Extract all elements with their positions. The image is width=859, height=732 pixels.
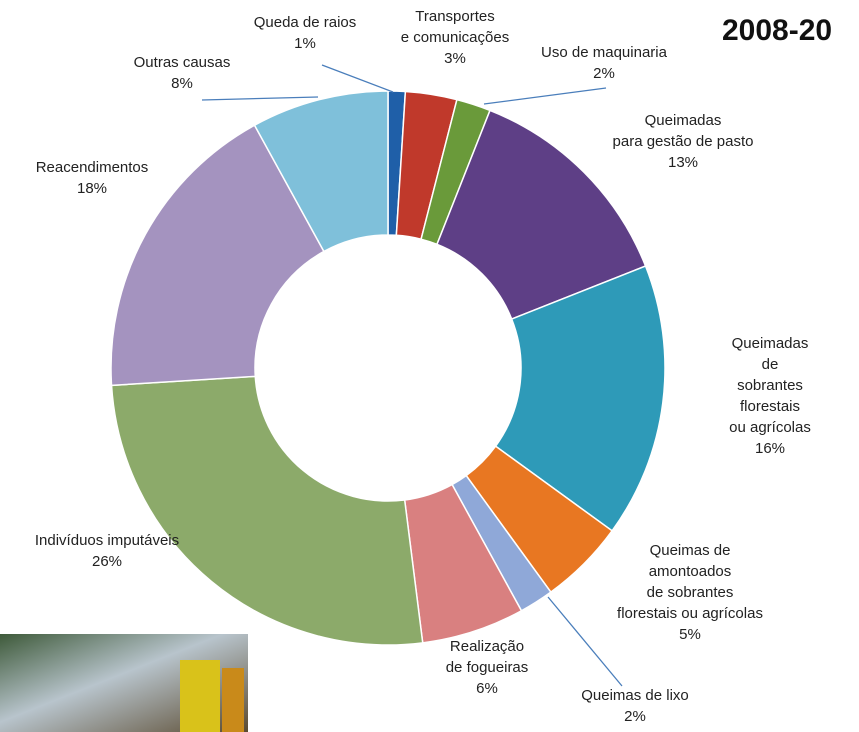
value-label: 3%	[401, 48, 509, 69]
category-label: Uso de maquinaria	[541, 42, 667, 63]
leader-line	[322, 65, 393, 92]
value-label: 13%	[613, 152, 754, 173]
value-label: 5%	[617, 624, 763, 645]
category-label: Queda de raios	[254, 12, 357, 33]
chart-title: 2008-20	[722, 14, 832, 48]
category-label: Queimadas de sobrantes florestais ou agr…	[726, 333, 815, 438]
category-label: Queimas de amontoados de sobrantes flore…	[617, 540, 763, 624]
leader-line	[202, 97, 318, 100]
category-label: Reacendimentos	[36, 157, 149, 178]
value-label: 1%	[254, 33, 357, 54]
value-label: 26%	[35, 551, 179, 572]
value-label: 2%	[581, 706, 689, 727]
donut-slice	[112, 376, 423, 645]
value-label: 6%	[446, 678, 529, 699]
category-label: Indivíduos imputáveis	[35, 530, 179, 551]
data-label: Queimas de amontoados de sobrantes flore…	[617, 540, 763, 645]
photo-figure	[222, 668, 244, 732]
category-label: Queimas de lixo	[581, 685, 689, 706]
photo-figure	[180, 660, 220, 732]
data-label: Queimadas de sobrantes florestais ou agr…	[726, 333, 815, 459]
page: 2008-20 Queda de raios1% Transportes e co…	[0, 0, 859, 732]
leader-line	[484, 88, 606, 104]
category-label: Queimadas para gestão de pasto	[613, 110, 754, 152]
category-label: Outras causas	[134, 52, 231, 73]
category-label: Realização de fogueiras	[446, 636, 529, 678]
value-label: 18%	[36, 178, 149, 199]
leader-line	[548, 597, 622, 686]
value-label: 16%	[726, 438, 815, 459]
category-label: Transportes e comunicações	[401, 6, 509, 48]
value-label: 2%	[541, 63, 667, 84]
value-label: 8%	[134, 73, 231, 94]
